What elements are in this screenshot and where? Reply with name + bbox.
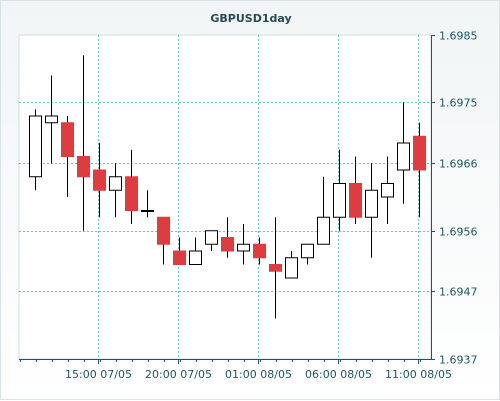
x-tick-label: 11:00 08/05 (385, 368, 452, 381)
chart-title: GBPUSD1day (210, 12, 291, 25)
x-tick-label: 01:00 08/05 (225, 368, 292, 381)
candle-body-down (125, 176, 138, 211)
candle-body-up (205, 230, 218, 245)
candle (61, 116, 74, 197)
candle-body-up (381, 183, 394, 198)
candle (109, 163, 122, 218)
y-tick-label: 1.6975 (439, 97, 478, 110)
y-tick-label: 1.6937 (439, 354, 478, 367)
candle-body-down (221, 237, 234, 252)
candle-body-up (237, 243, 250, 252)
axes: 1.6985 1.6975 1.6966 1.6956 1.6947 1.6937 15:0… (19, 30, 478, 381)
candle (381, 156, 394, 224)
candle (333, 149, 346, 231)
candle-body-up (301, 243, 314, 259)
candle (349, 156, 362, 224)
y-tick-label: 1.6966 (439, 158, 478, 171)
candle-body-up (29, 115, 42, 178)
candle-body-up (45, 115, 58, 124)
x-tick-label: 20:00 07/05 (145, 368, 212, 381)
candle (141, 190, 154, 218)
candle (317, 176, 330, 245)
candle-body-down (93, 169, 106, 191)
y-tick-label: 1.6947 (439, 286, 478, 299)
candle-body-up (333, 183, 346, 218)
candle (301, 243, 314, 265)
candle (157, 216, 170, 265)
candle-body-down (61, 122, 74, 157)
candle-body-down (349, 183, 362, 218)
candle-body-down (269, 264, 282, 272)
candle (45, 75, 58, 164)
candle (253, 237, 266, 265)
candle-body-up (317, 216, 330, 245)
candle-body-up (141, 210, 154, 212)
candle-body-up (189, 250, 202, 265)
plot-area (18, 34, 432, 360)
candle (397, 102, 410, 204)
candle-body-down (413, 135, 426, 171)
y-tick-label: 1.6985 (439, 30, 478, 43)
candle-body-down (157, 216, 170, 245)
candle (413, 122, 426, 218)
candle-body-up (397, 142, 410, 171)
candle (269, 217, 282, 319)
candle (237, 224, 250, 265)
candle (189, 237, 202, 265)
candle-body-down (173, 250, 186, 265)
candle (173, 237, 186, 265)
candle (365, 163, 378, 258)
candles (29, 55, 426, 319)
candle (221, 217, 234, 258)
candle-body-up (365, 189, 378, 218)
candle (205, 230, 218, 251)
x-tick-label: 06:00 08/05 (305, 368, 372, 381)
candle-body-down (77, 156, 90, 178)
candle (285, 251, 298, 279)
x-tick-label: 15:00 07/05 (65, 368, 132, 381)
candle (125, 149, 138, 224)
candle-body-down (253, 243, 266, 259)
candle (93, 143, 106, 218)
candle-body-up (109, 176, 122, 191)
candle (29, 109, 42, 191)
y-tick-label: 1.6956 (439, 226, 478, 239)
candle-body-up (285, 257, 298, 279)
candle (77, 55, 90, 231)
